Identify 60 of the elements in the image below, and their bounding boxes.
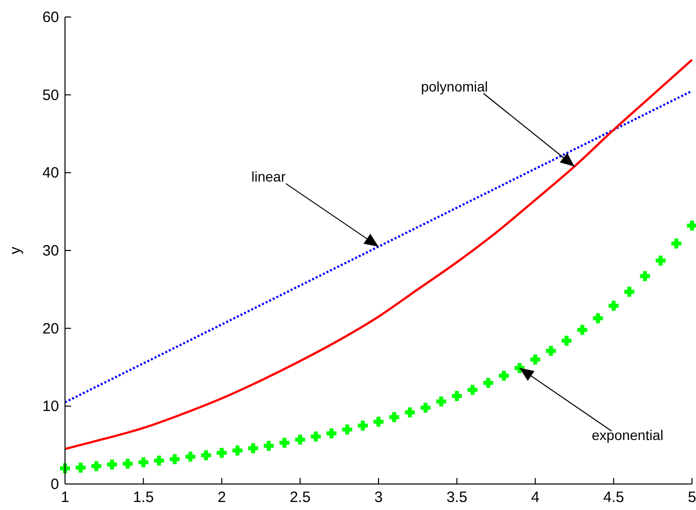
y-tick-label: 10 [42, 398, 59, 416]
point [76, 462, 86, 473]
y-tick-label: 50 [42, 86, 59, 104]
point [232, 446, 242, 456]
y-tick-label: 20 [42, 320, 59, 338]
y-tick-label: 30 [42, 242, 59, 260]
annotation: linear [251, 168, 286, 185]
point [436, 396, 446, 406]
point [138, 457, 148, 468]
x-tick-label: 1 [60, 489, 70, 506]
point [295, 434, 306, 445]
point [498, 370, 509, 381]
line-series [64, 58, 694, 450]
point [562, 336, 572, 346]
point [342, 424, 352, 435]
y-tick-label: 60 [42, 9, 59, 26]
point [624, 286, 634, 297]
point [374, 416, 384, 427]
point [107, 460, 118, 470]
point [170, 454, 180, 464]
point [185, 452, 196, 462]
point [671, 238, 682, 248]
point [530, 354, 540, 364]
point [264, 440, 274, 451]
point [656, 256, 666, 266]
x-tick-label: 3 [374, 489, 383, 506]
point [640, 271, 650, 282]
x-tick-label: 2.5 [290, 489, 311, 506]
x-tick-label: 5 [688, 489, 696, 506]
point [483, 378, 494, 388]
point [452, 391, 462, 402]
point [546, 346, 556, 356]
point [389, 412, 400, 422]
annotation: exponential [592, 427, 664, 444]
x-tick-label: 1.5 [132, 489, 154, 506]
point [687, 220, 696, 231]
point [216, 448, 227, 458]
x-tick-label: 4.5 [603, 489, 624, 506]
point [91, 461, 102, 472]
x-tick-label: 3.5 [446, 489, 468, 506]
point [248, 443, 258, 454]
point [326, 428, 336, 438]
point [468, 384, 478, 395]
annotation: polynomial [420, 78, 488, 94]
point [122, 458, 133, 469]
x-tick-label: 4 [531, 489, 540, 506]
point [358, 420, 368, 431]
y-tick-label: 40 [42, 164, 59, 182]
point [608, 300, 619, 311]
y-axis-title: y [7, 246, 24, 254]
point [577, 324, 588, 335]
point [310, 432, 321, 442]
point [420, 402, 431, 413]
y-tick-label: 0 [50, 476, 59, 493]
point [154, 456, 164, 466]
point [592, 313, 603, 324]
point [279, 438, 290, 448]
x-tick-label: 2 [218, 489, 226, 506]
point [404, 407, 415, 418]
point [201, 450, 212, 460]
